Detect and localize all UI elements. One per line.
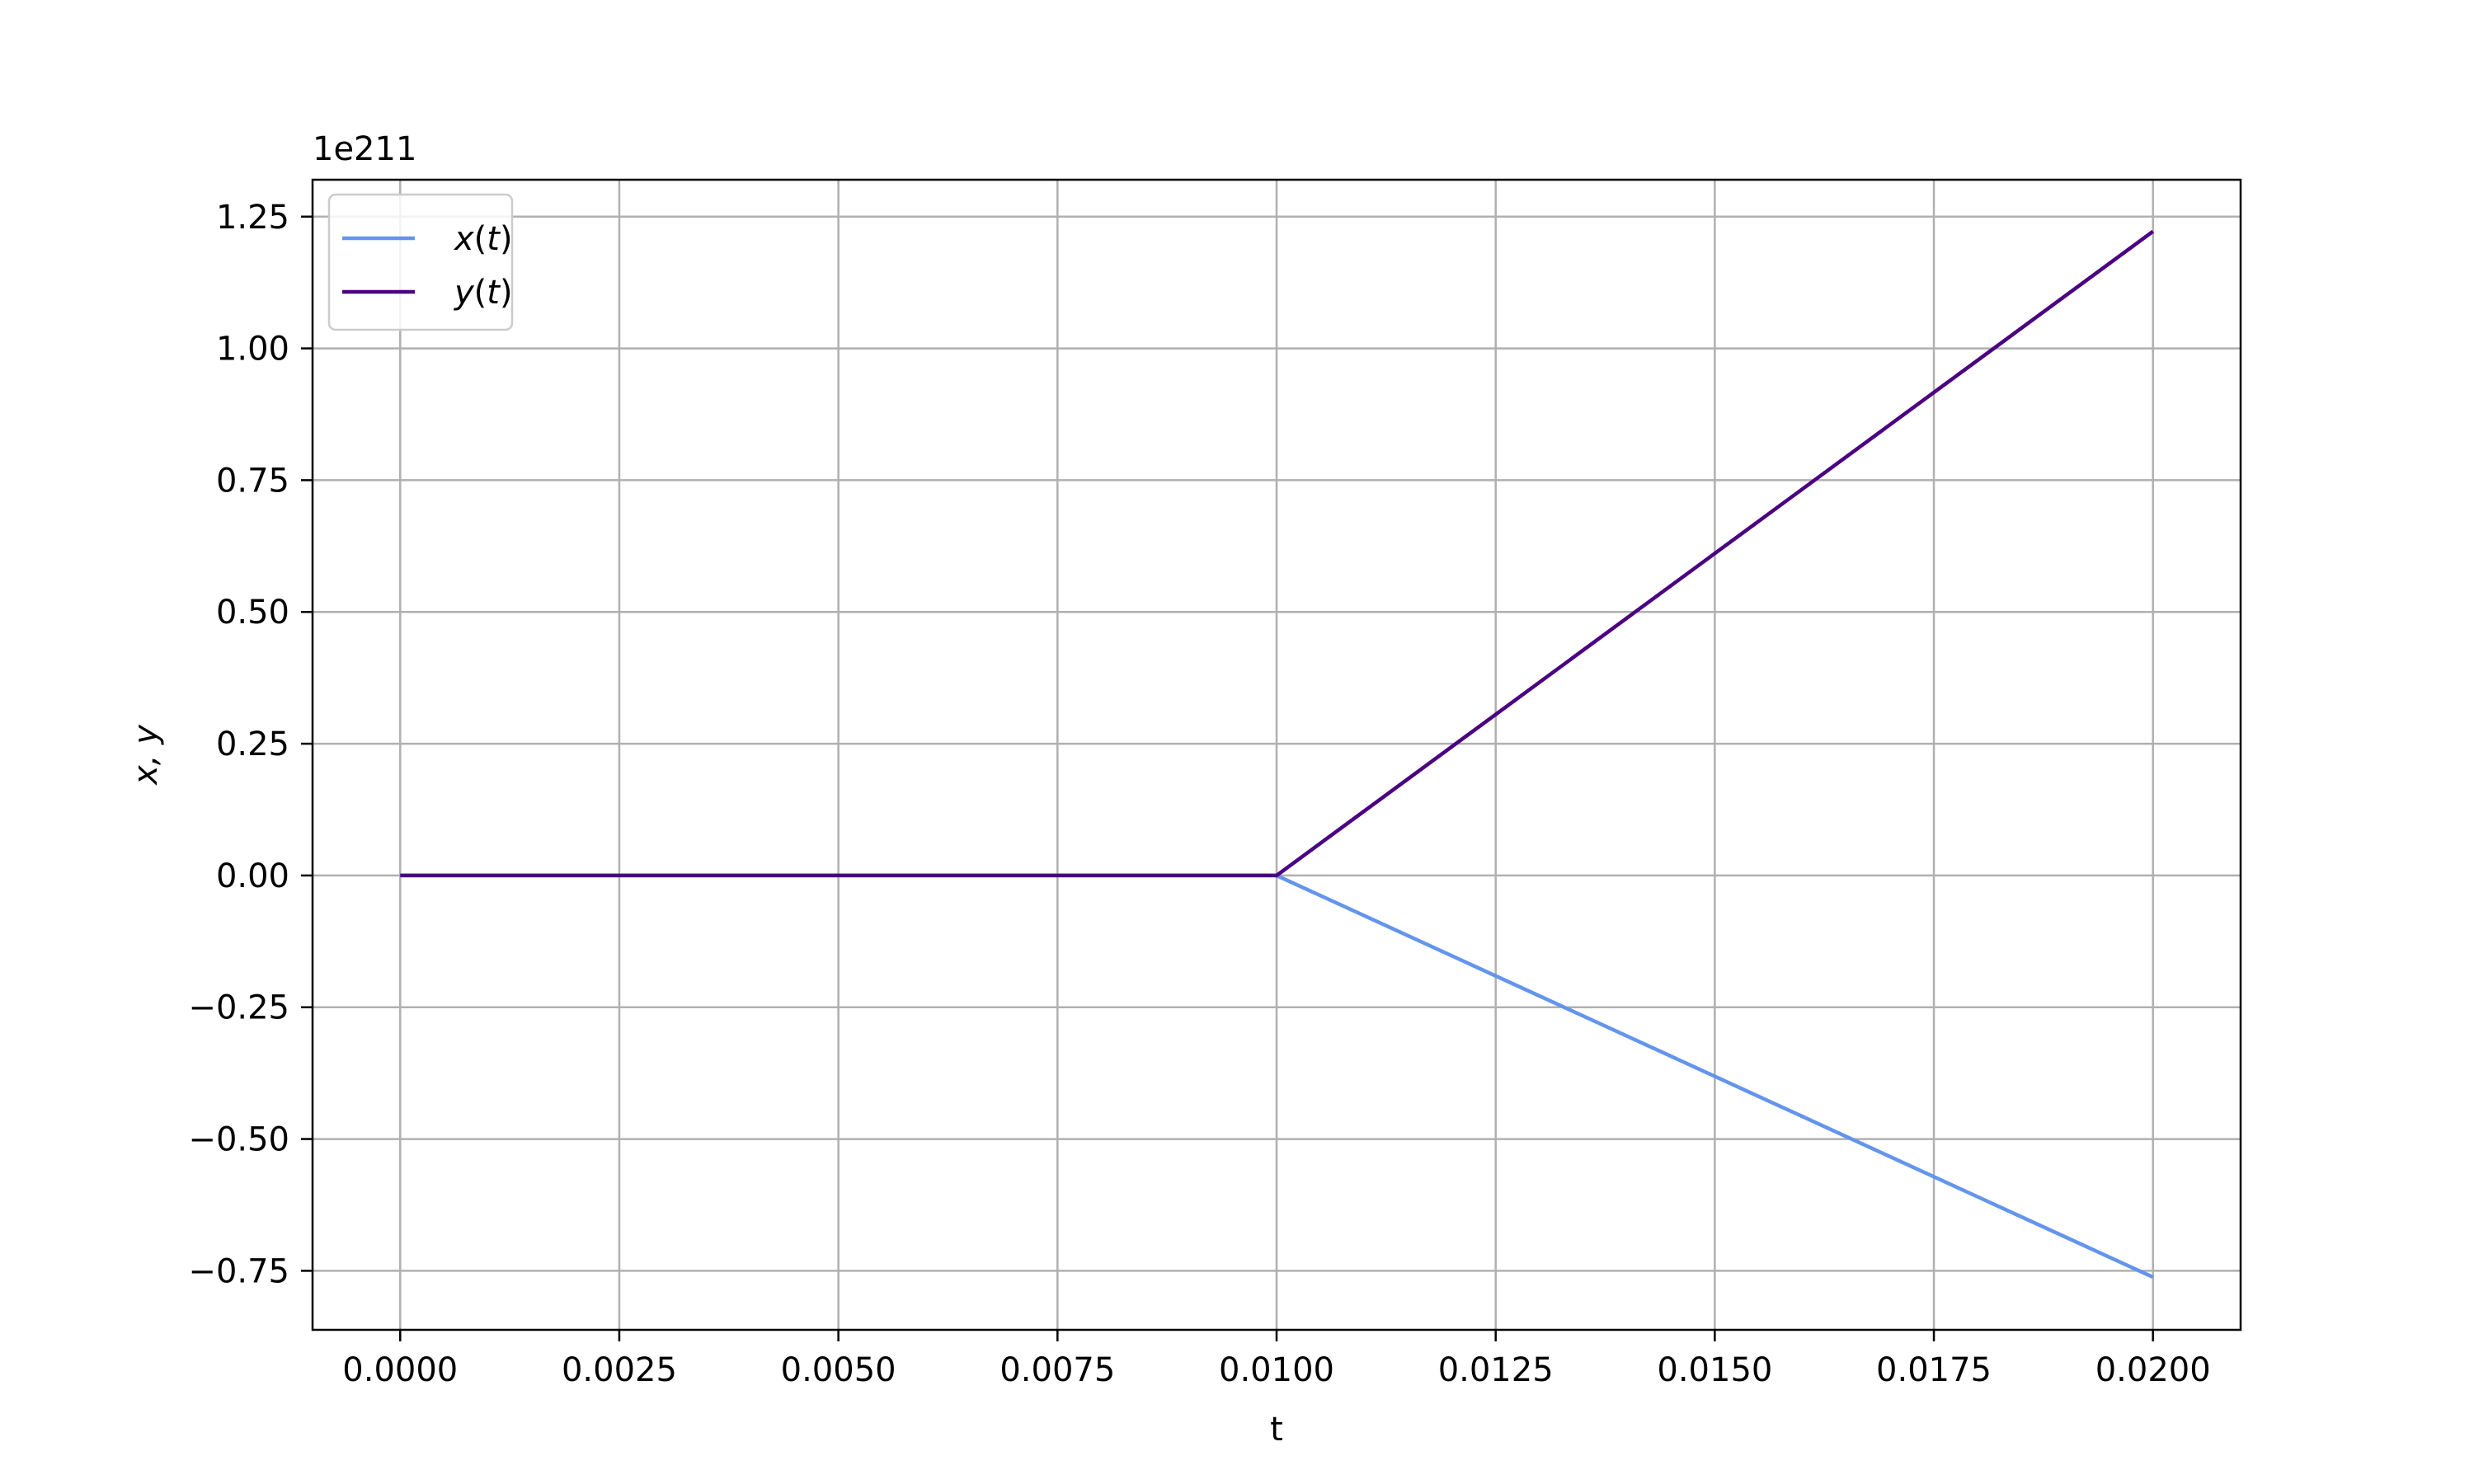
series-lines: [400, 229, 2155, 1280]
x-tick-label: 0.0025: [562, 1351, 677, 1389]
x-tick-label: 0.0075: [999, 1351, 1115, 1389]
legend-label-x: x(t): [453, 220, 513, 258]
y-offset-label: 1e211: [313, 130, 416, 168]
grid: [313, 180, 2241, 1330]
y-tick-label: −0.25: [188, 989, 289, 1027]
x-tick-label: 0.0125: [1438, 1351, 1554, 1389]
y-tick-label: 1.25: [216, 199, 289, 237]
y-tick-label: −0.75: [188, 1252, 289, 1290]
y-tick-label: 0.00: [216, 857, 289, 895]
y-tick-label: 0.25: [216, 726, 289, 763]
x-tick-label: 0.0200: [2095, 1351, 2211, 1389]
x-tick-label: 0.0000: [342, 1351, 458, 1389]
y-tick-label: 0.50: [216, 594, 289, 632]
axis-ticks: 0.0000 0.0025 0.0050 0.0075 0.0100 0.0125 0.01…: [188, 199, 2210, 1389]
x-tick-label: 0.0100: [1219, 1351, 1334, 1389]
series-line-y: [400, 229, 2155, 878]
x-tick-label: 0.0150: [1657, 1351, 1772, 1389]
x-tick-label: 0.0050: [781, 1351, 896, 1389]
legend-label-y: y(t): [454, 274, 513, 312]
legend: x(t) y(t): [327, 193, 514, 331]
y-tick-label: −0.50: [188, 1121, 289, 1159]
legend-box: [327, 193, 514, 331]
y-axis-label: x, y: [127, 724, 165, 787]
x-tick-label: 0.0175: [1876, 1351, 1992, 1389]
y-tick-label: 0.75: [216, 462, 289, 500]
x-axis-label: t: [1270, 1411, 1283, 1449]
y-tick-label: 1.00: [216, 331, 289, 369]
